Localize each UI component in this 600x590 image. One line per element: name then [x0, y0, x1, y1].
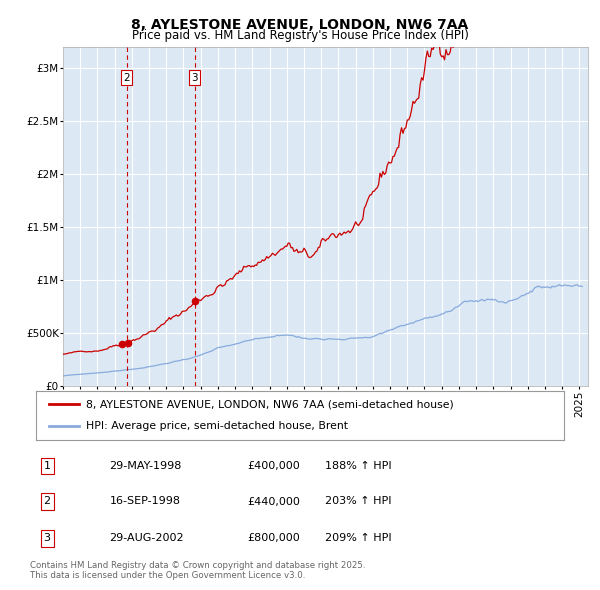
Text: Price paid vs. HM Land Registry's House Price Index (HPI): Price paid vs. HM Land Registry's House …: [131, 30, 469, 42]
Text: £400,000: £400,000: [247, 461, 300, 471]
Text: Contains HM Land Registry data © Crown copyright and database right 2025.
This d: Contains HM Land Registry data © Crown c…: [30, 560, 365, 580]
Text: 16-SEP-1998: 16-SEP-1998: [110, 497, 181, 506]
Text: 209% ↑ HPI: 209% ↑ HPI: [325, 533, 391, 543]
Text: 8, AYLESTONE AVENUE, LONDON, NW6 7AA (semi-detached house): 8, AYLESTONE AVENUE, LONDON, NW6 7AA (se…: [86, 399, 454, 409]
Text: 29-MAY-1998: 29-MAY-1998: [110, 461, 182, 471]
Text: 203% ↑ HPI: 203% ↑ HPI: [325, 497, 391, 506]
Text: HPI: Average price, semi-detached house, Brent: HPI: Average price, semi-detached house,…: [86, 421, 348, 431]
Text: 2: 2: [124, 73, 130, 83]
Text: £800,000: £800,000: [247, 533, 300, 543]
Text: 3: 3: [191, 73, 198, 83]
Text: £440,000: £440,000: [247, 497, 300, 506]
Text: 3: 3: [44, 533, 50, 543]
Text: 1: 1: [44, 461, 50, 471]
Text: 188% ↑ HPI: 188% ↑ HPI: [325, 461, 391, 471]
Text: 29-AUG-2002: 29-AUG-2002: [110, 533, 184, 543]
Text: 2: 2: [44, 497, 51, 506]
Text: 8, AYLESTONE AVENUE, LONDON, NW6 7AA: 8, AYLESTONE AVENUE, LONDON, NW6 7AA: [131, 18, 469, 32]
